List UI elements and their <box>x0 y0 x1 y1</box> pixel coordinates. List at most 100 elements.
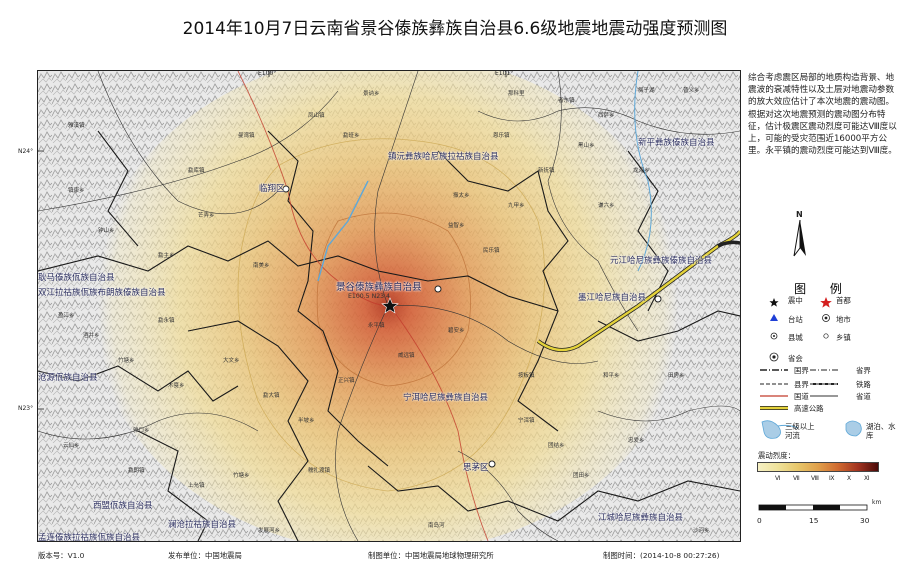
town-label[interactable]: 勐主乡 <box>158 253 175 259</box>
town-label[interactable]: 民乐镇 <box>483 248 500 254</box>
label-county[interactable]: 宁洱哈尼族彝族自治县 <box>403 393 489 403</box>
label-jinggu-county[interactable]: 景谷傣族彝族自治县 <box>336 282 422 293</box>
town-label[interactable]: 大文乡 <box>223 358 240 364</box>
town-label[interactable]: 勐大镇 <box>263 393 280 399</box>
township-legend-icon <box>823 333 829 339</box>
town-label[interactable]: 景讷乡 <box>363 91 380 97</box>
town-label[interactable]: 黑山乡 <box>578 143 595 149</box>
intensity-map[interactable]: E100° E101° 景谷傣族彝族自治县 E100.5 N23.4 镇沅彝族哈… <box>37 70 741 542</box>
footer-producer: 制图单位：中国地震局地球物理研究所 <box>368 551 494 560</box>
town-label[interactable]: 勐班乡 <box>343 133 360 139</box>
town-label[interactable]: 酒井乡 <box>83 333 100 339</box>
description-panel: 综合考虑震区局部的地质构造背景、地震波的衰减特性以及土层对地震动参数的放大效应估… <box>748 72 898 157</box>
town-label[interactable]: 凤山镇 <box>308 113 325 119</box>
town-label[interactable]: 镇康乡 <box>68 188 85 194</box>
town-label[interactable]: 那科里 <box>508 91 525 97</box>
legend-lakes: 湖泊、水库 <box>866 422 896 440</box>
town-label[interactable]: 团田乡 <box>573 473 590 479</box>
town-label[interactable]: 振太乡 <box>453 193 470 199</box>
town-label[interactable]: 按板镇 <box>518 373 535 379</box>
label-county[interactable]: 思茅区 <box>463 463 489 473</box>
label-county[interactable]: 沧源佤族自治县 <box>38 373 98 383</box>
epicenter-star[interactable] <box>381 297 399 314</box>
epicenter-legend-icon <box>769 298 779 307</box>
town-label[interactable]: 谦六乡 <box>598 203 615 209</box>
town-label[interactable]: 者东镇 <box>558 98 575 104</box>
station-legend-icon <box>770 314 778 321</box>
label-county[interactable]: 双江拉祜族佤族布朗族傣族自治县 <box>38 288 166 298</box>
town-label[interactable]: 忠爱乡 <box>628 438 645 444</box>
label-county[interactable]: 西盟佤族自治县 <box>93 501 153 511</box>
town-label[interactable]: 和平乡 <box>603 373 620 379</box>
north-label: N <box>796 210 803 219</box>
intensity-colorbar <box>757 462 879 472</box>
label-county[interactable]: 孟连傣族拉祜族佤族自治县 <box>38 533 141 542</box>
north-arrow-icon <box>793 220 806 257</box>
town-label[interactable]: 益智乡 <box>448 223 465 229</box>
legend-national-road: 国道 <box>794 392 809 401</box>
legend-station: 台站 <box>788 315 803 324</box>
legend-railway: 铁路 <box>856 380 871 389</box>
label-county[interactable]: 江城哈尼族彝族自治县 <box>598 513 684 523</box>
town-label[interactable]: 梅子湖 <box>638 88 655 94</box>
intensity-level: Ⅷ <box>811 475 819 482</box>
town-label[interactable]: 西萨乡 <box>598 113 615 119</box>
label-county[interactable]: 墨江哈尼族自治县 <box>578 293 647 303</box>
town-label[interactable]: 雅口乡 <box>133 428 150 434</box>
legend-expressway: 高速公路 <box>794 404 824 413</box>
town-label[interactable]: 九甲乡 <box>508 203 525 209</box>
town-label[interactable]: 云仙乡 <box>63 443 80 449</box>
coord-n24: N24° <box>18 148 34 155</box>
town-label[interactable]: 勐朗镇 <box>128 468 145 474</box>
label-county[interactable]: 元江哈尼族彝族傣族自治县 <box>610 256 713 266</box>
town-label[interactable]: 雅溪镇 <box>68 123 85 129</box>
coord-e101: E101° <box>495 70 514 77</box>
town-label[interactable]: 半坡乡 <box>298 418 315 424</box>
town-label[interactable]: 恩乐镇 <box>493 133 510 139</box>
town-label[interactable]: 竹塘乡 <box>233 473 250 479</box>
town-label[interactable]: 龙海乡 <box>633 168 650 174</box>
town-label[interactable]: 芒弄乡 <box>198 213 215 219</box>
description-text: 综合考虑震区局部的地质构造背景、地震波的衰减特性以及土层对地震动参数的放大效应估… <box>748 73 897 157</box>
town-label[interactable]: 团结乡 <box>548 443 565 449</box>
label-county[interactable]: 澜沧拉祜族自治县 <box>168 520 237 530</box>
scale-unit: km <box>872 499 882 506</box>
epicenter-coordinate: E100.5 N23.4 <box>348 293 390 300</box>
legend-title: 图 例 <box>794 282 852 296</box>
town-label[interactable]: 南岛河 <box>428 523 445 529</box>
town-label[interactable]: 正兴镇 <box>338 378 355 384</box>
intensity-level: Ⅹ <box>847 475 852 482</box>
town-label[interactable]: 新抚镇 <box>538 168 555 174</box>
label-county[interactable]: 临翔区 <box>259 184 285 194</box>
town-label[interactable]: 永平镇 <box>368 323 385 329</box>
label-county[interactable]: 耿马傣族佤族自治县 <box>38 273 115 283</box>
town-label[interactable]: 南美乡 <box>253 263 270 269</box>
footer-version: 版本号：V1.0 <box>38 551 85 560</box>
town-label[interactable]: 威远镇 <box>398 353 415 359</box>
legend-national-border: 国界 <box>794 366 809 375</box>
legend-symbols <box>760 297 862 439</box>
town-label[interactable]: 勐库镇 <box>188 168 205 174</box>
legend-capital: 首都 <box>836 296 851 305</box>
town-label[interactable]: 田房乡 <box>668 373 685 379</box>
town-label[interactable]: 宁洱镇 <box>518 418 535 424</box>
town-label[interactable]: 发展河乡 <box>258 528 281 534</box>
town-label[interactable]: 糯扎渡镇 <box>308 468 331 474</box>
town-label[interactable]: 普义乡 <box>683 88 700 94</box>
legend-epicenter: 震中 <box>788 296 803 305</box>
map-canvas <box>38 71 740 541</box>
town-label[interactable]: 钟山乡 <box>98 228 115 234</box>
town-label[interactable]: 上允镇 <box>188 483 205 489</box>
town-label[interactable]: 碧安乡 <box>448 328 465 334</box>
town-label[interactable]: 勐永镇 <box>158 318 175 324</box>
intensity-title: 震动烈度： <box>758 451 795 460</box>
label-county[interactable]: 新平彝族傣族自治县 <box>638 138 715 148</box>
scale-label: 30 <box>860 516 870 525</box>
town-label[interactable]: 曼湾镇 <box>238 133 255 139</box>
scale-label: 15 <box>809 516 819 525</box>
town-label[interactable]: 木戛乡 <box>168 383 185 389</box>
town-label[interactable]: 竹塘乡 <box>118 358 135 364</box>
town-label[interactable]: 盈江乡 <box>58 313 75 319</box>
label-county[interactable]: 镇沅彝族哈尼族拉祜族自治县 <box>388 152 499 162</box>
town-label[interactable]: 沙河乡 <box>693 528 710 534</box>
